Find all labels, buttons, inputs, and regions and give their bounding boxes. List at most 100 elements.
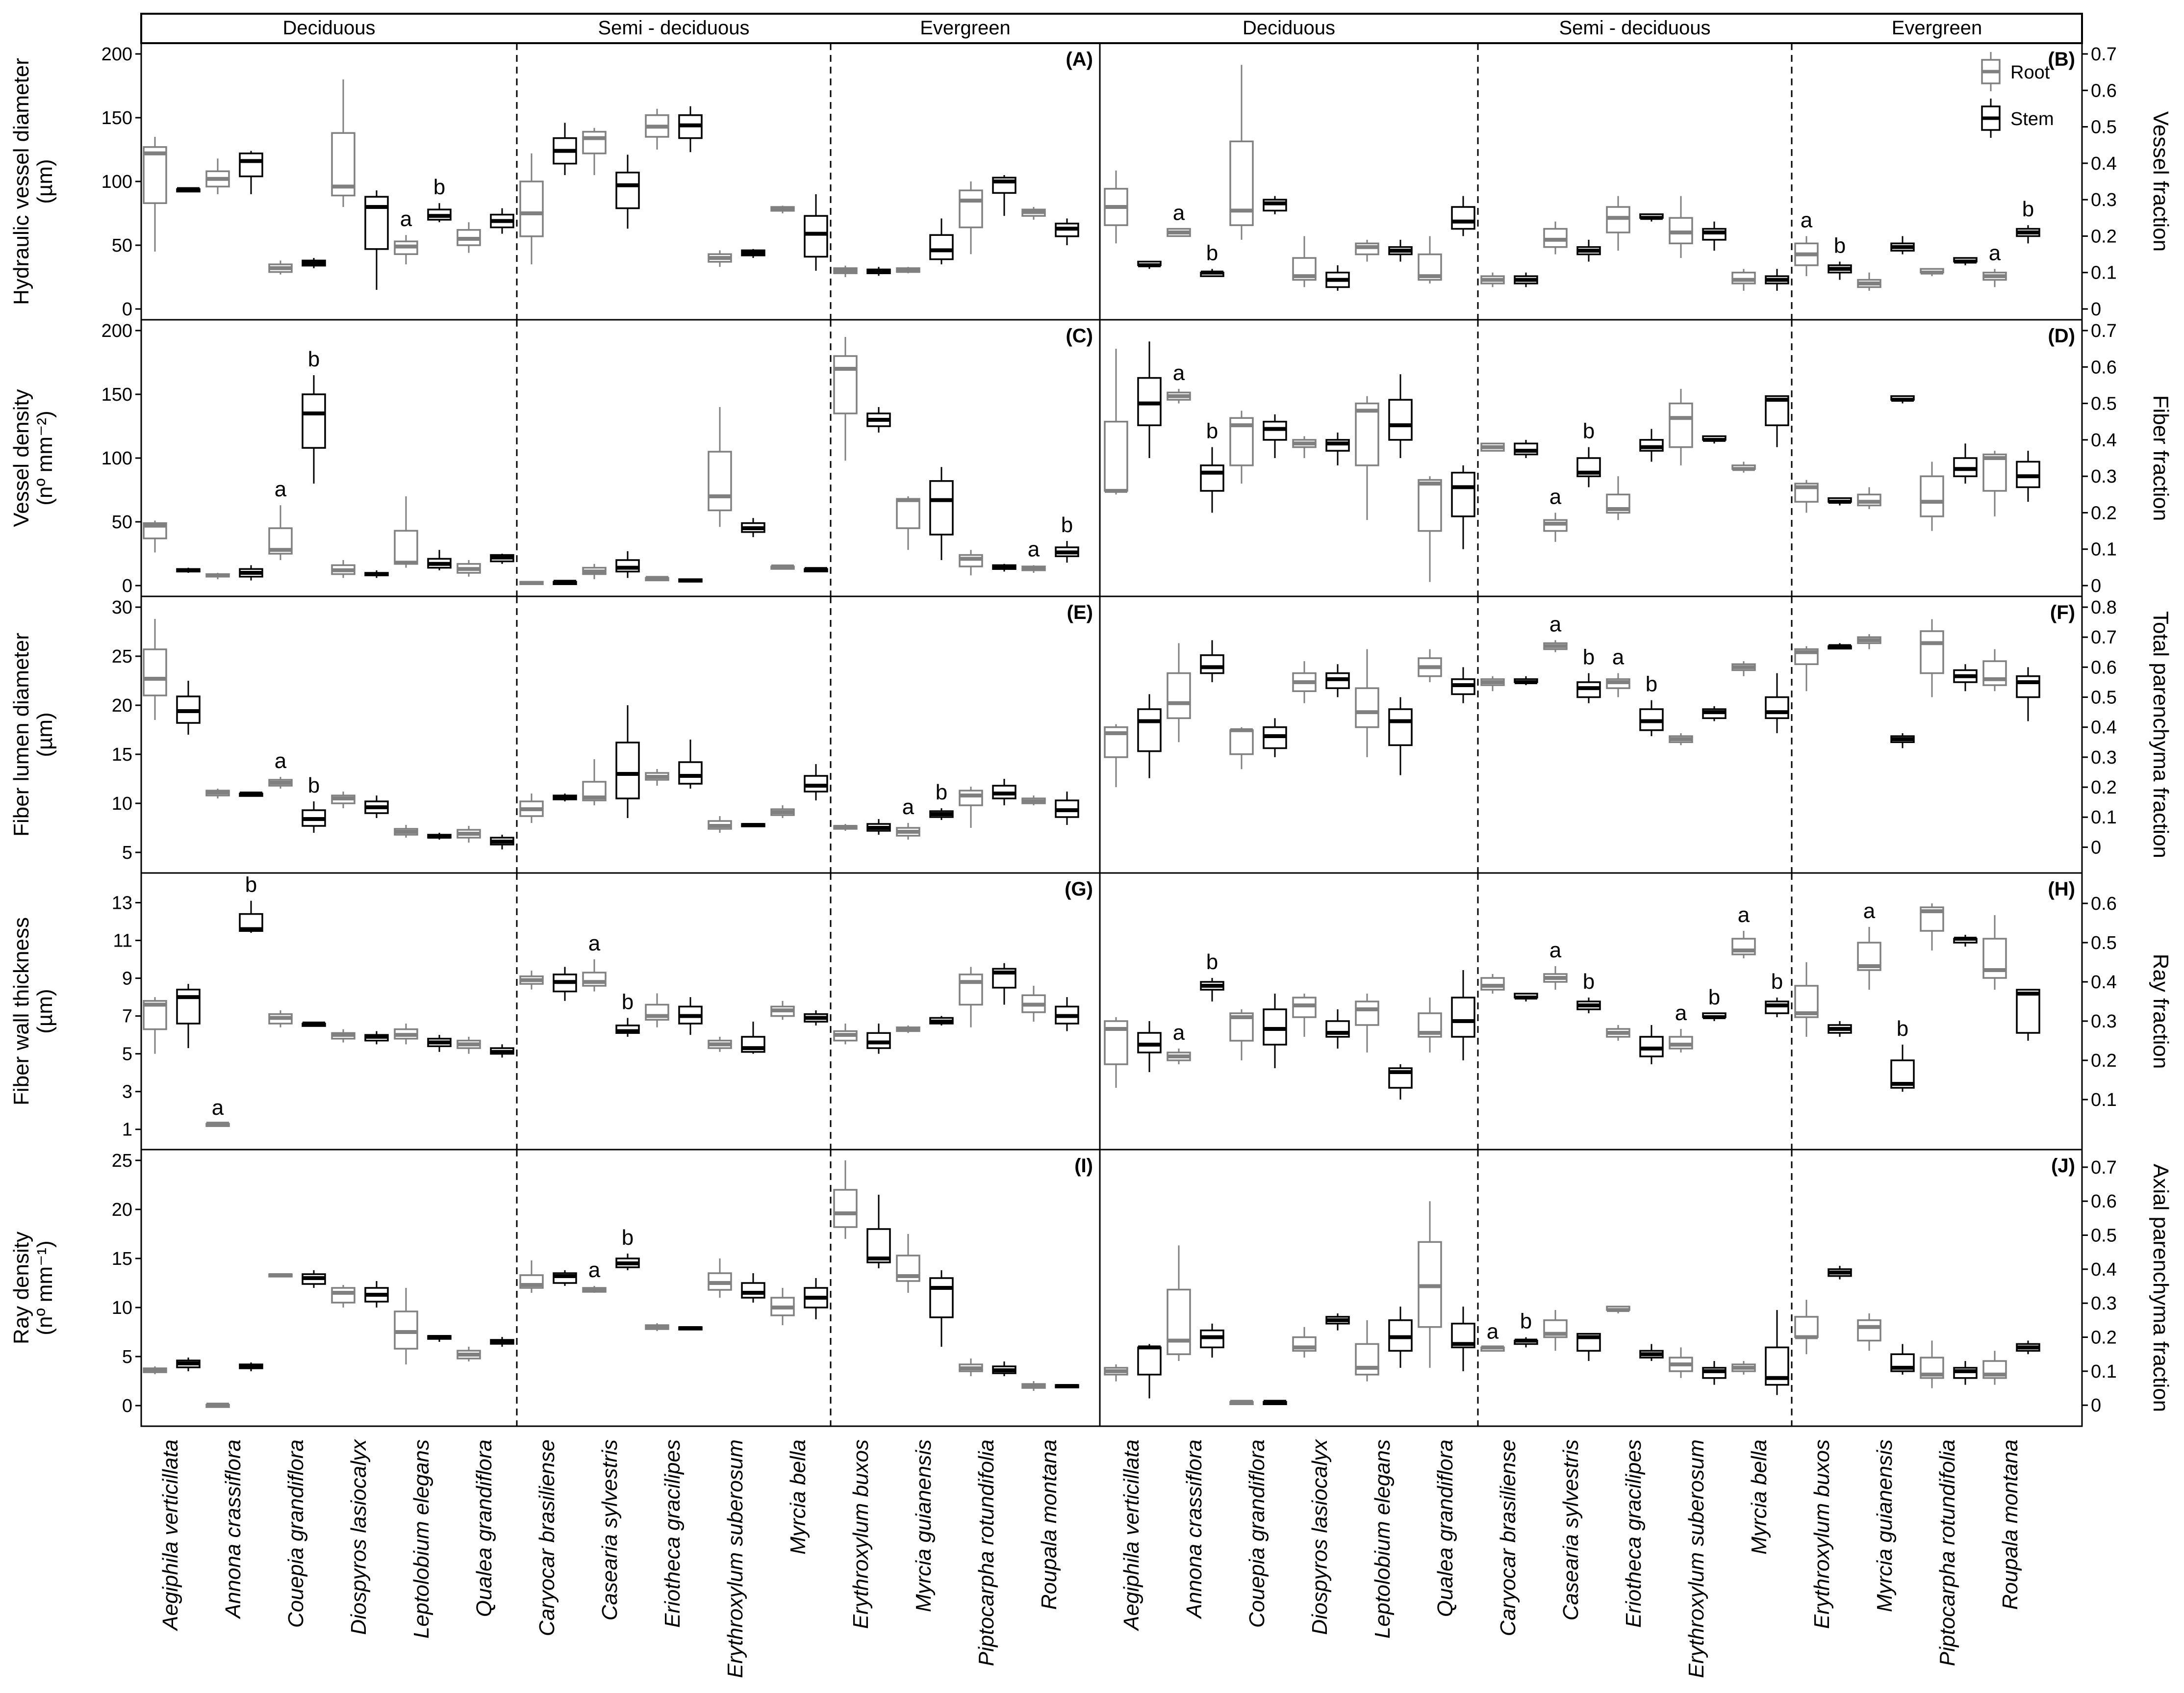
- root-box-10: [1669, 1347, 1693, 1378]
- group-header: Deciduous Semi - deciduous Evergreen Decidu…: [140, 13, 2083, 44]
- root-box-2: [205, 158, 230, 194]
- box: [1388, 399, 1413, 441]
- root-box-7: [1480, 1345, 1505, 1352]
- stem-box-12: [1828, 1265, 1852, 1280]
- root-box-15: [1982, 649, 2007, 692]
- stem-box-14: [992, 564, 1016, 572]
- stem-box-2: [239, 565, 263, 581]
- stem-box-5: [427, 1035, 452, 1052]
- root-box-3: [268, 505, 293, 560]
- root-box-4: [1292, 436, 1317, 458]
- box: [1920, 475, 1944, 517]
- y-tick-label: 0: [2091, 576, 2101, 596]
- root-box-11: [770, 1000, 795, 1020]
- panel-tag: (F): [2050, 602, 2075, 623]
- panel-tag: (I): [1074, 1155, 1093, 1177]
- root-box-7: [519, 1260, 544, 1293]
- root-box-2: [205, 1122, 230, 1127]
- root-box-10: [708, 250, 732, 267]
- y-tick-label: 0.5: [2091, 1226, 2117, 1246]
- y-tick-label: 0.3: [2091, 1293, 2117, 1314]
- y-tick-label: 7: [122, 1006, 132, 1027]
- root-box-1: [143, 619, 167, 720]
- panel-F: 0 0.1 0.2 0.3 0.4 0.5 0.6 0.7 0.8 Total parenchym…: [1099, 595, 2173, 874]
- box: [519, 180, 544, 237]
- stem-box-1: [176, 567, 201, 573]
- stem-box-2: [239, 900, 263, 933]
- y-tick-label: 20: [112, 695, 132, 716]
- root-box-1: [143, 137, 167, 252]
- stem-box-2: [1200, 640, 1224, 682]
- root-box-1: [143, 1366, 167, 1374]
- root-box-11: [1731, 1361, 1756, 1375]
- root-box-3: [268, 1010, 293, 1027]
- box: [959, 974, 983, 1006]
- stem-box-12: [866, 1195, 891, 1268]
- y-axis-label: Ray fraction: [2149, 954, 2173, 1069]
- y-tick-label: 0: [122, 1396, 132, 1416]
- y-tick-label: 1: [122, 1120, 132, 1140]
- root-box-1: [143, 997, 167, 1054]
- stem-box-3: [302, 258, 326, 268]
- box: [302, 393, 326, 449]
- root-box-8: [1543, 513, 1568, 542]
- stem-box-6: [1451, 667, 1475, 703]
- root-box-14: [1920, 462, 1944, 531]
- y-tick-label: 0.4: [2091, 154, 2117, 174]
- stem-box-7: [1514, 272, 1538, 287]
- box: [1229, 140, 1254, 226]
- root-box-1: [1104, 170, 1128, 244]
- stem-box-13: [929, 808, 954, 820]
- y-tick-label: 0: [2091, 299, 2101, 320]
- y-tick-label: 0.6: [2091, 657, 2117, 678]
- y-tick-label: 0.7: [2091, 44, 2117, 65]
- stem-box-9: [678, 1326, 703, 1331]
- stem-box-12: [1828, 1021, 1852, 1037]
- root-box-3: [1229, 1009, 1254, 1060]
- panel-J: 0 0.1 0.2 0.3 0.4 0.5 0.6 0.7 Axial parenchyma f…: [1099, 1149, 2173, 1427]
- root-box-6: [1418, 998, 1442, 1052]
- stem-box-14: [1953, 443, 1978, 484]
- species-label: Couepia grandiflora: [1245, 1439, 1269, 1628]
- y-tick-label: 0.6: [2091, 80, 2117, 101]
- group-label-evergreen: Evergreen: [920, 17, 1011, 39]
- root-box-9: [645, 108, 669, 150]
- root-box-9: [645, 1323, 669, 1331]
- stem-box-5: [427, 1335, 452, 1342]
- stem-box-15: [2016, 451, 2040, 502]
- box: [1982, 660, 2007, 686]
- header-frame: [140, 13, 2083, 44]
- stem-box-9: [678, 740, 703, 789]
- root-box-4: [331, 560, 356, 578]
- stem-box-10: [741, 518, 765, 538]
- root-box-8: [1543, 966, 1568, 990]
- significance-letter: a: [1801, 208, 1813, 232]
- root-box-9: [1606, 476, 1630, 520]
- root-box-9: [645, 769, 669, 786]
- root-box-5: [394, 496, 418, 568]
- group-label-evergreen: Evergreen: [1892, 17, 1982, 39]
- stem-box-4: [364, 795, 389, 818]
- root-box-9: [645, 576, 669, 582]
- root-box-14: [959, 967, 983, 1027]
- box: [143, 648, 167, 696]
- stem-box-10: [741, 249, 765, 258]
- root-box-8: [582, 759, 607, 805]
- y-tick-label: 10: [112, 1298, 132, 1318]
- root-box-12: [1794, 236, 1819, 277]
- root-box-8: [1543, 640, 1568, 652]
- root-box-12: [833, 1024, 858, 1045]
- stem-box-9: [1639, 700, 1664, 737]
- y-tick-label: 10: [112, 794, 132, 814]
- stem-box-9: [1639, 1344, 1664, 1361]
- stem-box-6: [490, 554, 514, 564]
- significance-letter: b: [1061, 513, 1073, 537]
- significance-letter: b: [936, 780, 947, 804]
- group-label-semi-deciduous: Semi - deciduous: [598, 17, 749, 39]
- root-box-13: [896, 267, 920, 274]
- stem-box-7: [553, 967, 577, 1001]
- y-tick-label: 20: [112, 1200, 132, 1220]
- significance-letter: b: [308, 773, 320, 797]
- root-box-13: [896, 1025, 920, 1033]
